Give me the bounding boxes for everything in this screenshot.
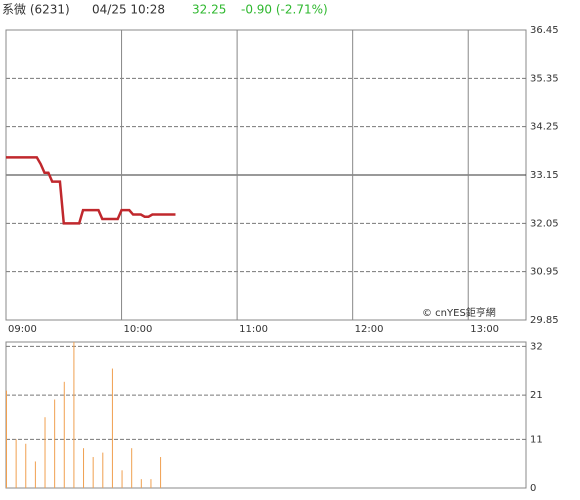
volume-bar (111, 368, 113, 488)
volume-bar (73, 342, 75, 488)
volume-bar (160, 457, 162, 488)
y-tick-label: 35.35 (530, 73, 559, 84)
price-line (6, 156, 176, 225)
volume-bar (121, 470, 123, 488)
y-tick-label: 29.85 (530, 315, 559, 326)
y-tick-label: 21 (530, 390, 543, 401)
volume-bar (140, 479, 142, 488)
volume-bar (25, 443, 27, 488)
volume-bar (92, 457, 94, 488)
y-tick-label: 32.05 (530, 218, 559, 229)
y-tick-label: 34.25 (530, 122, 559, 133)
volume-bar (150, 479, 152, 488)
x-tick-label: 12:00 (355, 324, 384, 335)
y-tick-label: 11 (530, 434, 543, 445)
volume-bar (44, 417, 46, 488)
x-tick-label: 09:00 (8, 324, 37, 335)
quote-time: 04/25 10:28 (92, 3, 165, 17)
y-tick-label: 33.15 (530, 170, 559, 181)
volume-bar (54, 399, 56, 488)
volume-bar (63, 381, 65, 488)
x-tick-label: 10:00 (124, 324, 153, 335)
volume-bar (34, 461, 36, 488)
x-tick-label: 13:00 (470, 324, 499, 335)
y-tick-label: 0 (530, 483, 536, 494)
y-tick-label: 36.45 (530, 25, 559, 36)
volume-bar (83, 448, 85, 488)
volume-bar (6, 390, 7, 488)
volume-bar (15, 439, 17, 488)
y-tick-label: 30.95 (530, 267, 559, 278)
stock-name: 系微 (6231) (2, 3, 70, 17)
y-tick-label: 32 (530, 341, 543, 352)
last-price: 32.25 (192, 3, 226, 17)
volume-bar (131, 448, 133, 488)
price-change: -0.90 (-2.71%) (241, 3, 328, 17)
volume-bar (102, 452, 104, 488)
x-tick-label: 11:00 (239, 324, 268, 335)
source-label: © cnYES鉅亨網 (422, 306, 496, 319)
